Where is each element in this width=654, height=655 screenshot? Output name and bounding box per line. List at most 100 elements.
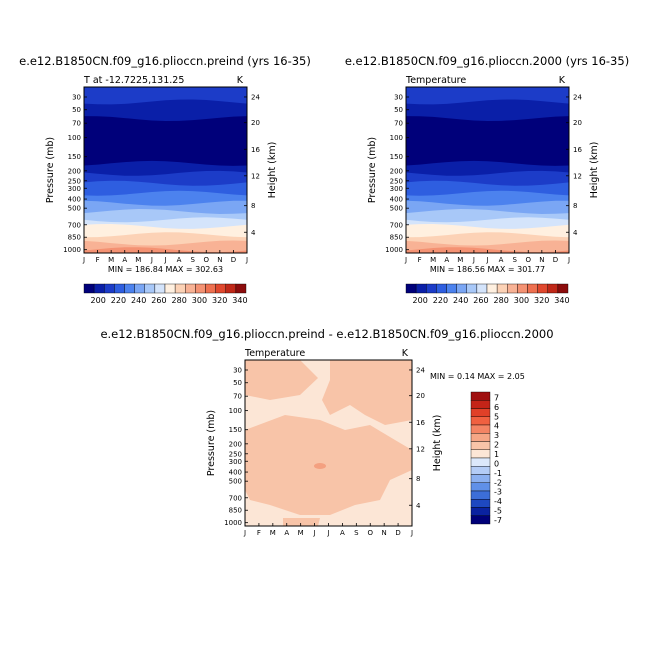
y-tick-label: 400 (68, 196, 81, 204)
colorbar-label: 4 (494, 422, 499, 431)
x-tick-label: O (203, 256, 209, 264)
colorbar-cell (470, 449, 491, 459)
colorbar-cell (174, 283, 186, 294)
x-tick-label: M (135, 256, 141, 264)
y2-tick-label: 8 (573, 202, 577, 210)
y-tick-label: 700 (390, 221, 403, 229)
y2-tick-label: 12 (251, 172, 260, 180)
x-tick-label: S (190, 256, 195, 264)
colorbar-cell (456, 283, 467, 294)
x-tick-label: F (418, 256, 422, 264)
contour-band (245, 415, 412, 515)
y-tick-label: 100 (68, 134, 81, 142)
x-tick-label: J (404, 256, 407, 264)
y2-tick-label: 8 (251, 202, 255, 210)
x-tick-label: A (499, 256, 504, 264)
panel-2: e.e12.B1850CN.f09_g16.plioccn.2000 (yrs … (345, 54, 629, 305)
x-tick-label: F (257, 529, 261, 537)
y-tick-label: 100 (390, 134, 403, 142)
colorbar-cell (114, 283, 125, 294)
y2-tick-label: 20 (416, 392, 425, 400)
x-tick-label: J (326, 529, 329, 537)
x-tick-label: S (354, 529, 359, 537)
colorbar-cell (476, 283, 488, 294)
chart-title: e.e12.B1850CN.f09_g16.plioccn.preind - e… (100, 327, 553, 341)
x-tick-label: M (430, 256, 436, 264)
x-tick-label: J (163, 256, 166, 264)
y-tick-label: 250 (229, 450, 242, 458)
y2-axis-label: Height (km) (589, 142, 600, 199)
y-tick-label: 700 (229, 494, 242, 502)
x-tick-label: D (231, 256, 236, 264)
colorbar-cell (164, 283, 176, 294)
y-tick-label: 1000 (385, 246, 403, 254)
x-tick-label: J (567, 256, 570, 264)
y-tick-label: 70 (233, 393, 242, 401)
colorbar-label: 220 (433, 296, 448, 305)
colorbar-label: 300 (514, 296, 529, 305)
x-tick-label: D (553, 256, 558, 264)
x-tick-label: N (382, 529, 387, 537)
y-tick-label: 30 (394, 94, 403, 102)
colorbar-label: 7 (494, 393, 499, 402)
y-tick-label: 70 (394, 120, 403, 128)
colorbar-cell (496, 283, 508, 294)
x-tick-label: J (410, 529, 413, 537)
colorbar-cell (517, 283, 528, 294)
y-tick-label: 850 (390, 234, 403, 242)
y-tick-label: 200 (229, 440, 242, 448)
colorbar-cell (470, 457, 491, 467)
colorbar-label: 340 (554, 296, 569, 305)
colorbar-label: 1 (494, 450, 499, 459)
x-tick-label: J (245, 256, 248, 264)
colorbar-cell (470, 482, 491, 492)
colorbar-label: 280 (494, 296, 509, 305)
y2-tick-label: 12 (416, 445, 425, 453)
y-tick-label: 200 (68, 167, 81, 175)
x-tick-label: N (217, 256, 222, 264)
colorbar-cell (144, 283, 156, 294)
y-tick-label: 150 (229, 426, 242, 434)
colorbar-cell (466, 283, 478, 294)
colorbar-cell (470, 416, 491, 426)
x-tick-label: J (472, 256, 475, 264)
x-tick-label: J (243, 529, 246, 537)
colorbar-label: 220 (111, 296, 126, 305)
contour-spot (314, 463, 326, 469)
y2-tick-label: 8 (416, 475, 420, 483)
x-tick-label: M (108, 256, 114, 264)
x-tick-label: M (457, 256, 463, 264)
y2-tick-label: 20 (573, 119, 582, 127)
y2-tick-label: 20 (251, 119, 260, 127)
contour-fill (406, 87, 569, 253)
colorbar-label: 320 (212, 296, 227, 305)
panel-1: e.e12.B1850CN.f09_g16.plioccn.preind (yr… (19, 54, 311, 305)
colorbar-cell (470, 441, 491, 450)
contour-fill (84, 87, 247, 253)
y2-tick-label: 16 (416, 419, 425, 427)
colorbar-cell (537, 283, 548, 294)
contour-band (283, 518, 320, 526)
x-tick-label: M (298, 529, 304, 537)
x-tick-label: N (539, 256, 544, 264)
colorbar: 200 220 240 260 280 300 320 340 (83, 283, 248, 305)
colorbar-label: 260 (473, 296, 488, 305)
colorbar-cell (83, 283, 95, 294)
y-tick-label: 700 (68, 221, 81, 229)
colorbar-cell (470, 424, 491, 434)
y2-tick-label: 12 (573, 172, 582, 180)
y-tick-label: 30 (72, 94, 81, 102)
panel-3: e.e12.B1850CN.f09_g16.plioccn.preind - e… (100, 327, 553, 537)
x-tick-label: A (122, 256, 127, 264)
chart-title: e.e12.B1850CN.f09_g16.plioccn.2000 (yrs … (345, 54, 629, 68)
colorbar-cell (436, 283, 447, 294)
y-tick-label: 50 (72, 106, 81, 114)
colorbar-cell (235, 283, 247, 294)
y2-tick-label: 4 (416, 502, 421, 510)
colorbar-label: 280 (172, 296, 187, 305)
x-tick-label: J (150, 256, 153, 264)
colorbar-cell (547, 283, 559, 294)
x-tick-label: O (367, 529, 373, 537)
y-tick-label: 250 (390, 177, 403, 185)
